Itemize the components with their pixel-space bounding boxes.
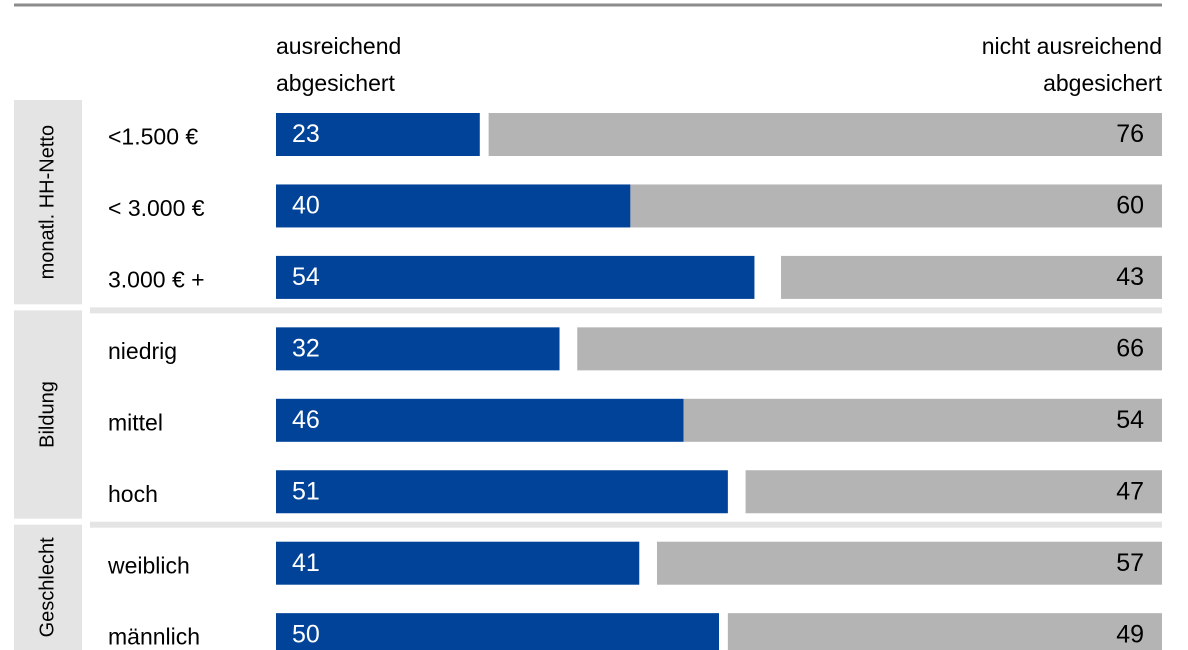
value-label: 76 — [1116, 120, 1144, 148]
bar — [577, 327, 1162, 371]
legend-label: nicht ausreichend abgesichert — [982, 33, 1163, 96]
bar — [276, 541, 640, 585]
value-label: 40 — [292, 192, 320, 220]
value-label: 46 — [292, 406, 320, 434]
group-separator — [90, 307, 1162, 314]
group-label: monatl. HH-Netto — [36, 125, 58, 279]
bar — [656, 541, 1162, 585]
bar — [276, 470, 728, 514]
bar — [488, 113, 1162, 156]
group-band — [14, 310, 82, 519]
group-label: Bildung — [36, 381, 58, 448]
legend-label: ausreichend abgesichert — [276, 33, 401, 96]
value-label: 66 — [1116, 334, 1144, 362]
value-label: 54 — [1116, 406, 1144, 434]
bar — [630, 184, 1162, 228]
category-label: weiblich — [107, 552, 190, 578]
category-label: 3.000 € + — [108, 266, 205, 292]
value-label: 32 — [292, 334, 320, 362]
category-label: hoch — [108, 481, 158, 507]
group-label: Geschlecht — [36, 537, 58, 637]
legend-line: abgesichert — [276, 70, 396, 96]
bar — [276, 113, 480, 156]
bar — [276, 184, 631, 228]
category-label: männlich — [108, 624, 200, 650]
value-label: 43 — [1116, 263, 1144, 291]
value-label: 57 — [1116, 549, 1144, 577]
bar — [276, 613, 719, 650]
category-label: mittel — [108, 409, 163, 435]
value-label: 49 — [1116, 620, 1144, 648]
category-label: < 3.000 € — [108, 195, 205, 221]
bar — [683, 398, 1162, 442]
value-label: 23 — [292, 120, 320, 148]
category-label: niedrig — [108, 338, 177, 364]
value-label: 47 — [1116, 477, 1144, 505]
legend-line: abgesichert — [1043, 70, 1163, 96]
group-band — [14, 524, 82, 650]
value-label: 50 — [292, 620, 320, 648]
bar — [276, 255, 755, 299]
legend-line: nicht ausreichend — [982, 33, 1162, 59]
value-label: 60 — [1116, 192, 1144, 220]
value-label: 41 — [292, 549, 320, 577]
group-band — [14, 100, 82, 305]
bar — [276, 327, 560, 371]
value-label: 51 — [292, 477, 320, 505]
legend-line: ausreichend — [276, 33, 401, 59]
bar — [745, 470, 1162, 514]
bar — [276, 398, 684, 442]
value-label: 54 — [292, 263, 320, 291]
bar — [781, 255, 1162, 299]
bar — [727, 613, 1162, 650]
category-label: <1.500 € — [108, 124, 198, 150]
group-separator — [90, 521, 1162, 528]
